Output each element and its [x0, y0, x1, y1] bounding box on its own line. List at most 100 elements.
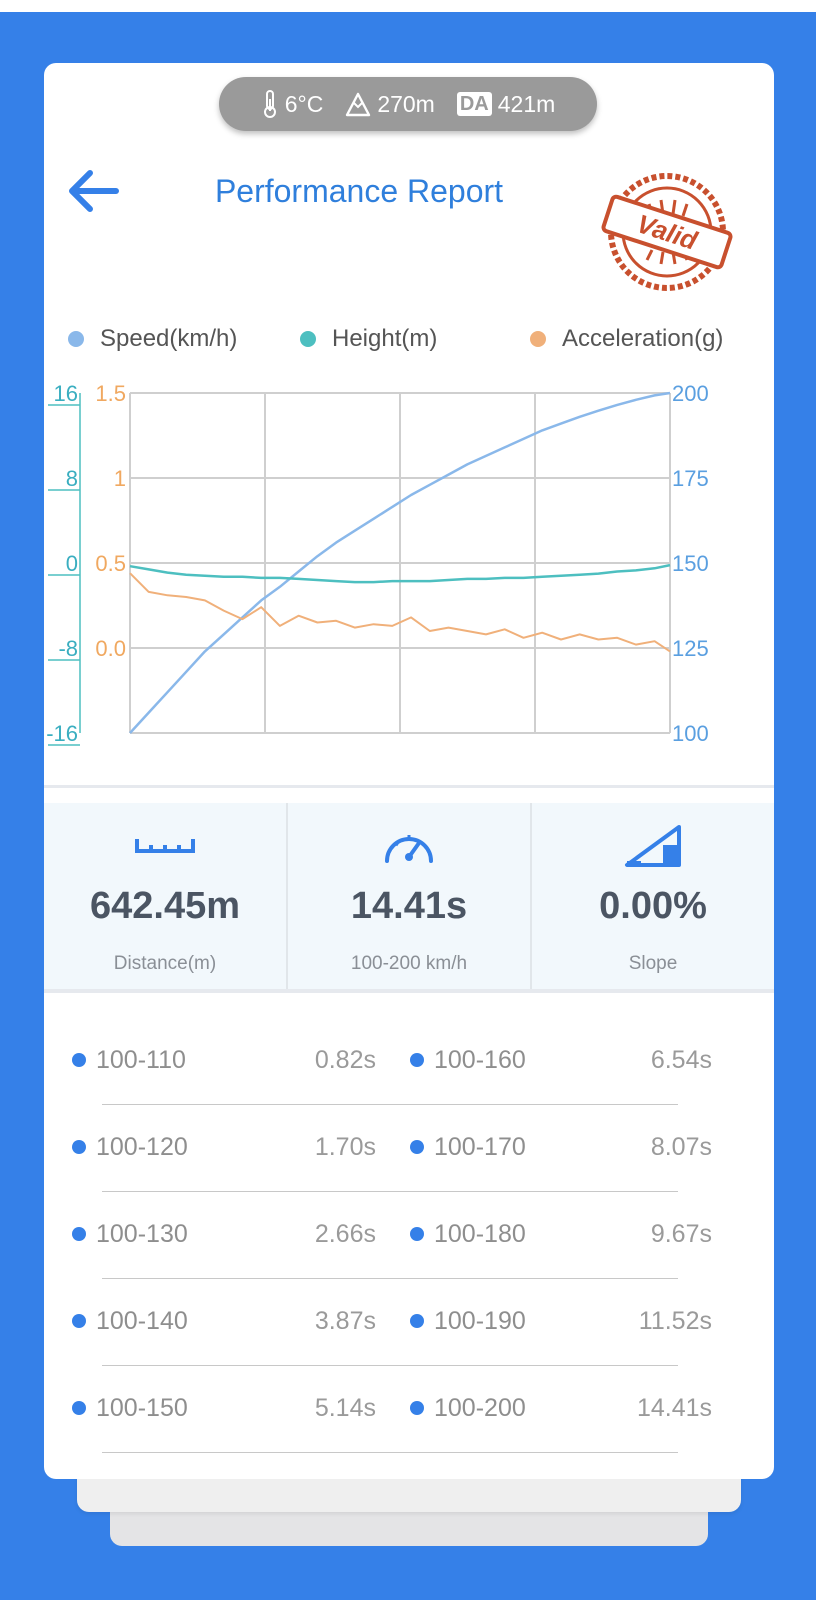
back-button[interactable]: [64, 167, 124, 215]
altitude-value: 270m: [377, 90, 435, 117]
legend-height: Height(m): [300, 325, 437, 353]
ruler-icon: [135, 839, 195, 853]
split-dot: [72, 1140, 86, 1154]
acceleration-tick-label: 1: [114, 466, 126, 491]
slope-value: 0.00%: [599, 885, 707, 927]
split-right: 100-180: [410, 1218, 526, 1250]
split-separator: [102, 1191, 678, 1192]
speed-tick-label: 100: [672, 721, 709, 746]
legend-acceleration-dot: [530, 331, 546, 347]
arrow-left-icon: [69, 170, 119, 212]
split-dot: [72, 1053, 86, 1067]
split-time: 5.14s: [314, 1394, 376, 1422]
legend-acceleration-label: Acceleration(g): [562, 325, 724, 352]
page-title: Performance Report: [214, 173, 504, 209]
split-row: 100-150 5.14s 100-200 14.41s: [44, 1366, 774, 1453]
temperature-readout: 6°C: [261, 89, 324, 119]
split-time: 14.41s: [636, 1394, 712, 1422]
split-separator: [102, 1365, 678, 1366]
split-separator: [102, 1104, 678, 1105]
speedometer-icon: [385, 835, 433, 863]
legend-speed-label: Speed(km/h): [100, 325, 238, 352]
density-altitude-badge: DA: [456, 92, 492, 116]
slope-label: Slope: [628, 953, 678, 974]
chart-divider: [44, 785, 774, 788]
split-range: 100-190: [434, 1306, 526, 1335]
split-row: 100-140 3.87s 100-190 11.52s: [44, 1279, 774, 1366]
split-dot: [410, 1053, 424, 1067]
split-dot: [72, 1314, 86, 1328]
legend-speed: Speed(km/h): [68, 325, 237, 353]
acceleration-tick-label: 1.5: [95, 383, 126, 406]
split-row: 100-110 0.82s 100-160 6.54s: [44, 1018, 774, 1105]
stats-panel: 642.45m Distance(m) 14.41s 100-200 km/h: [44, 803, 774, 989]
split-range: 100-200: [434, 1393, 526, 1422]
density-altitude-readout: DA 421m: [456, 90, 556, 118]
split-left: 100-120: [72, 1131, 188, 1163]
split-range: 100-180: [434, 1219, 526, 1248]
time-label: 100-200 km/h: [350, 953, 468, 974]
stat-time: 14.41s 100-200 km/h: [288, 803, 532, 989]
legend-speed-dot: [68, 331, 84, 347]
report-card: 6°C 270m DA 421m Performance Report: [44, 63, 774, 1479]
split-left: 100-140: [72, 1305, 188, 1337]
thermometer-icon: [263, 90, 276, 118]
split-time: 0.82s: [314, 1046, 376, 1074]
temperature-value: 6°C: [284, 90, 324, 117]
split-right: 100-190: [410, 1305, 526, 1337]
speed-tick-label: 200: [672, 383, 709, 406]
split-time: 11.52s: [638, 1307, 712, 1335]
acceleration-series-line: [129, 572, 671, 653]
height-tick-label: 8: [66, 466, 78, 491]
split-time: 1.70s: [314, 1133, 376, 1161]
split-range: 100-120: [96, 1132, 188, 1161]
chart-legend: Speed(km/h) Height(m) Acceleration(g): [44, 325, 774, 365]
split-separator: [102, 1278, 678, 1279]
splits-list: 100-110 0.82s 100-160 6.54s 100-120 1.70s 100-…: [44, 1018, 774, 1453]
split-range: 100-110: [96, 1045, 186, 1074]
split-range: 100-130: [96, 1219, 188, 1248]
distance-label: Distance(m): [113, 953, 217, 974]
speed-tick-label: 150: [672, 551, 709, 576]
time-value: 14.41s: [350, 885, 468, 927]
split-right: 100-200: [410, 1392, 526, 1424]
stat-distance: 642.45m Distance(m): [44, 803, 288, 989]
environment-pill: 6°C 270m DA 421m: [219, 77, 597, 131]
height-series-line: [129, 563, 671, 584]
split-time: 9.67s: [650, 1220, 712, 1248]
split-left: 100-130: [72, 1218, 188, 1250]
valid-stamp: Valid: [601, 173, 733, 291]
legend-height-dot: [300, 331, 316, 347]
split-time: 3.87s: [314, 1307, 376, 1335]
split-right: 100-170: [410, 1131, 526, 1163]
split-time: 8.07s: [650, 1133, 712, 1161]
split-left: 100-150: [72, 1392, 188, 1424]
legend-height-label: Height(m): [332, 325, 438, 352]
speed-tick-label: 125: [672, 636, 709, 661]
split-range: 100-150: [96, 1393, 188, 1422]
split-dot: [410, 1401, 424, 1415]
split-time: 6.54s: [650, 1046, 712, 1074]
speed-tick-label: 175: [672, 466, 709, 491]
split-dot: [410, 1314, 424, 1328]
stats-divider: [44, 989, 774, 993]
legend-acceleration: Acceleration(g): [530, 325, 723, 353]
mountain-icon: [346, 92, 371, 117]
split-separator: [102, 1452, 678, 1453]
split-range: 100-160: [434, 1045, 526, 1074]
split-dot: [410, 1140, 424, 1154]
distance-value: 642.45m: [89, 885, 240, 927]
split-left: 100-110: [72, 1044, 186, 1076]
split-row: 100-130 2.66s 100-180 9.67s: [44, 1192, 774, 1279]
split-dot: [72, 1227, 86, 1241]
density-altitude-value: 421m: [497, 90, 556, 117]
height-tick-label: 0: [66, 551, 78, 576]
acceleration-tick-label: 0.0: [95, 636, 126, 661]
height-tick-label: -16: [46, 721, 78, 746]
slope-icon: [625, 825, 681, 867]
split-dot: [410, 1227, 424, 1241]
split-right: 100-160: [410, 1044, 526, 1076]
altitude-readout: 270m: [345, 91, 435, 118]
split-time: 2.66s: [314, 1220, 376, 1248]
split-range: 100-170: [434, 1132, 526, 1161]
